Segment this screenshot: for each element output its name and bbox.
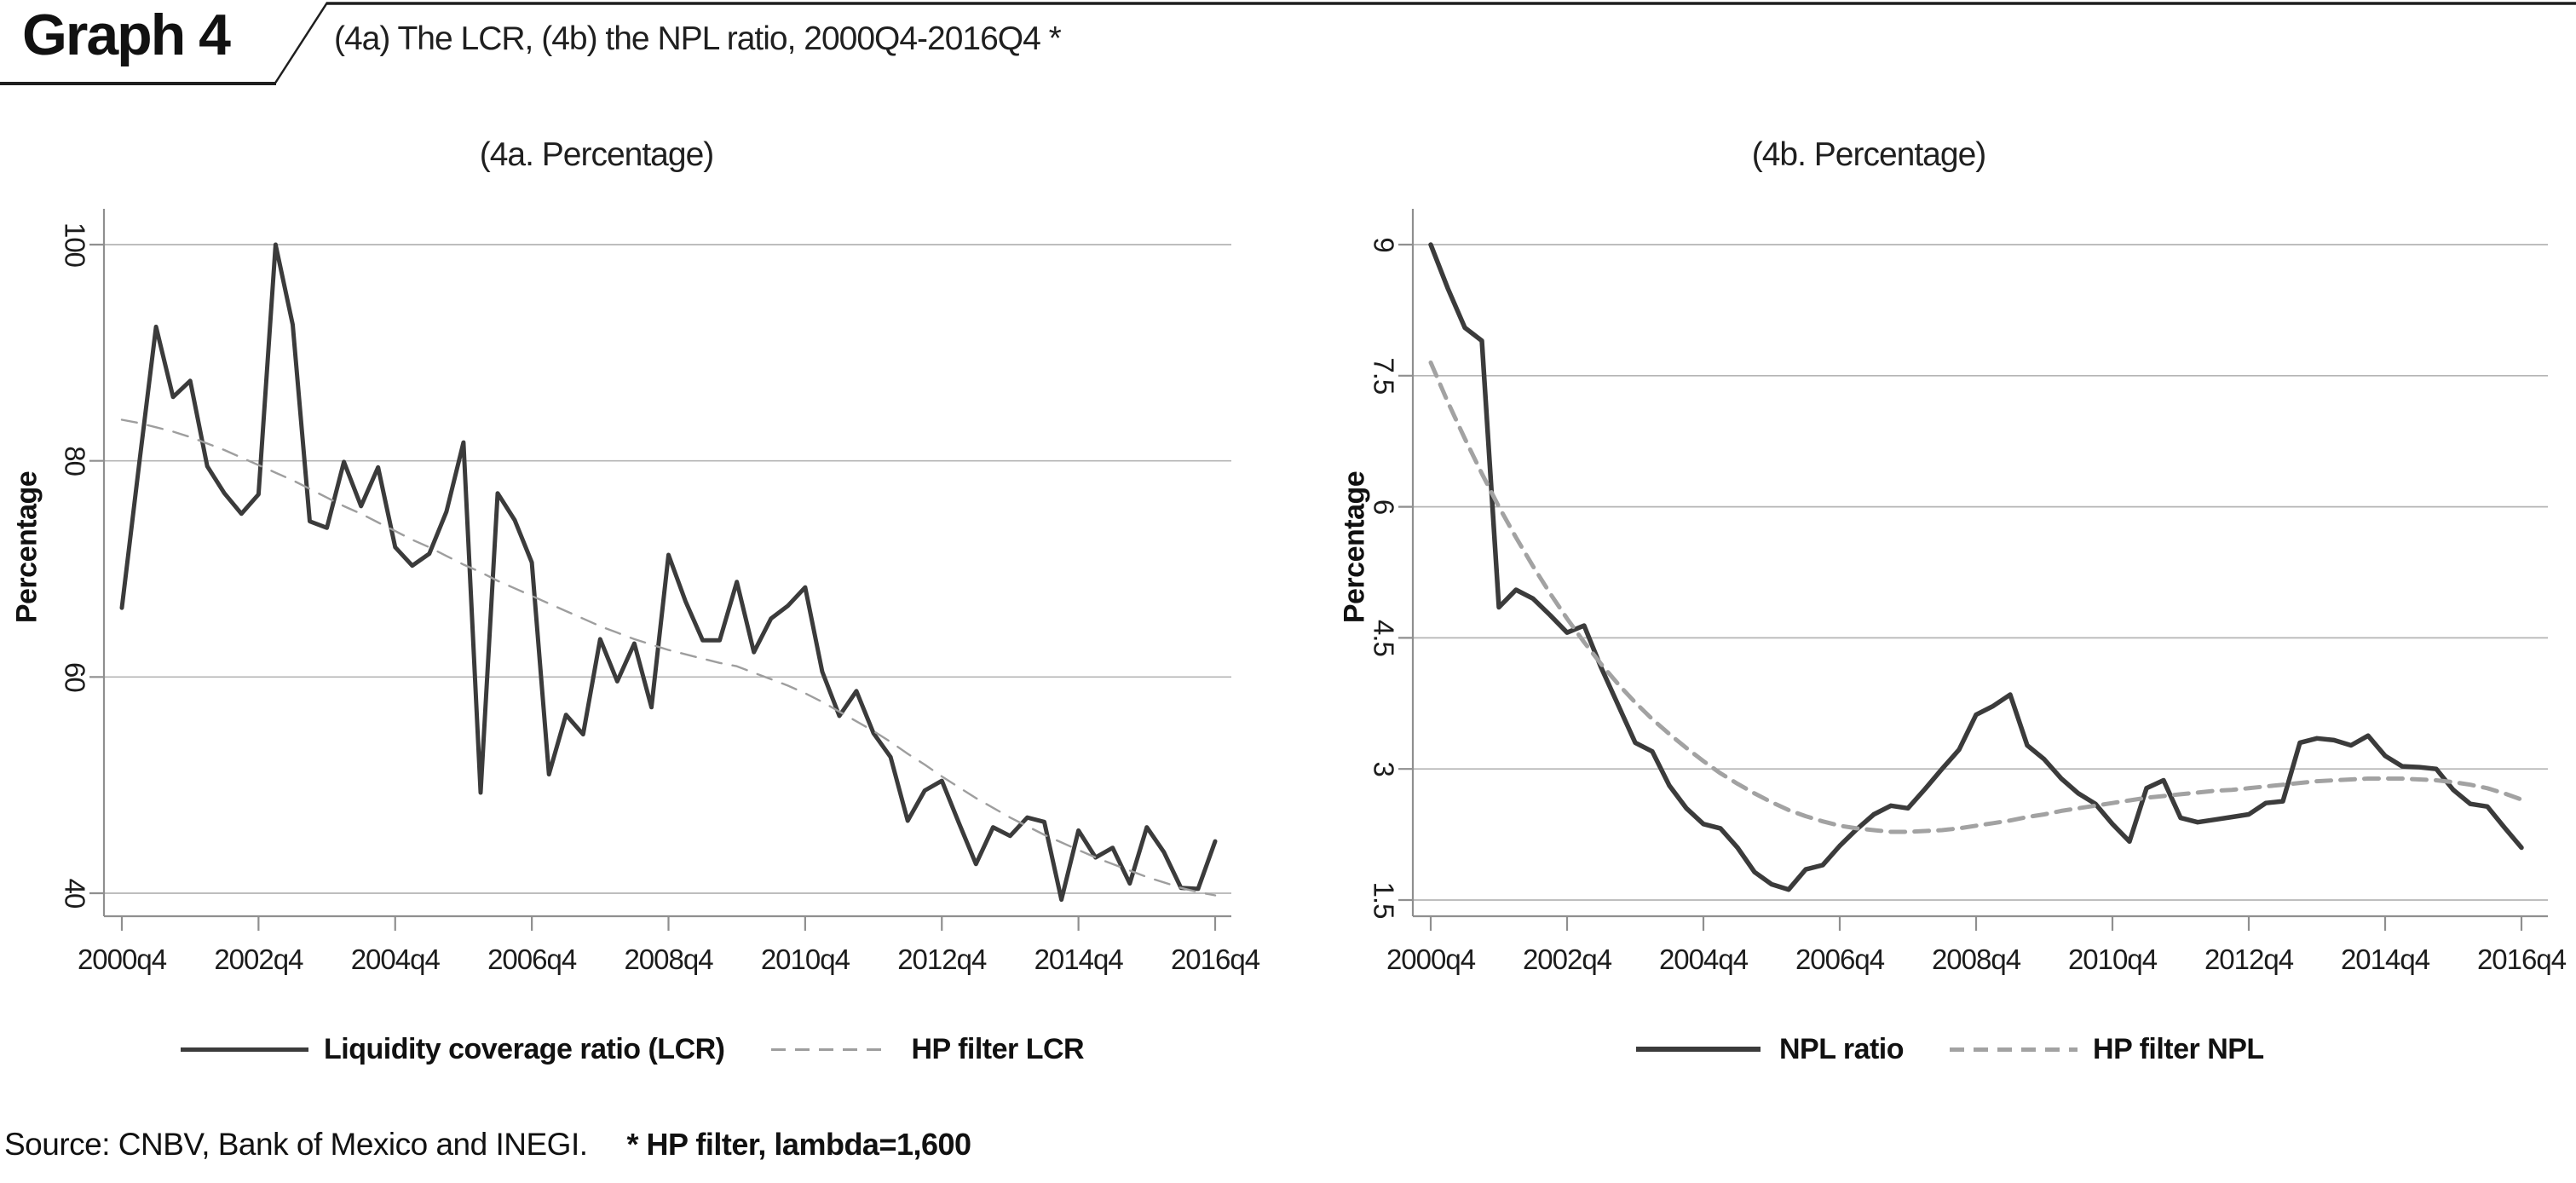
- svg-text:2006q4: 2006q4: [1795, 944, 1885, 975]
- svg-text:2002q4: 2002q4: [1523, 944, 1612, 975]
- graph-number-label: Graph 4: [22, 3, 231, 67]
- svg-text:2008q4: 2008q4: [624, 944, 713, 975]
- footer: Source: CNBV, Bank of Mexico and INEGI. *…: [4, 1127, 971, 1163]
- svg-text:2000q4: 2000q4: [1386, 944, 1476, 975]
- svg-text:2016q4: 2016q4: [1171, 944, 1260, 975]
- svg-text:100: 100: [60, 222, 91, 268]
- legend-label-hp-lcr: HP filter LCR: [911, 1032, 1085, 1065]
- svg-text:2014q4: 2014q4: [1034, 944, 1124, 975]
- svg-text:2010q4: 2010q4: [761, 944, 850, 975]
- svg-text:2004q4: 2004q4: [1659, 944, 1749, 975]
- source-note: Source: CNBV, Bank of Mexico and INEGI.: [4, 1127, 588, 1162]
- svg-text:1.5: 1.5: [1369, 882, 1400, 919]
- svg-text:4.5: 4.5: [1369, 620, 1400, 656]
- panel-title-4b: (4b. Percentage): [1751, 136, 1987, 173]
- svg-text:2012q4: 2012q4: [897, 944, 987, 975]
- svg-text:2012q4: 2012q4: [2204, 944, 2294, 975]
- svg-text:80: 80: [60, 446, 91, 476]
- header-banner-rules: [0, 2, 2576, 85]
- legend-4b: NPL ratio HP filter NPL: [1636, 1028, 2264, 1070]
- svg-text:2016q4: 2016q4: [2477, 944, 2567, 975]
- svg-text:6: 6: [1369, 499, 1400, 514]
- lcr-line-swatch: [181, 1047, 308, 1052]
- svg-text:9: 9: [1369, 237, 1400, 251]
- svg-text:2000q4: 2000q4: [78, 944, 167, 975]
- svg-text:40: 40: [60, 879, 91, 909]
- hp-lcr-dash-swatch: [770, 1047, 890, 1051]
- panel-title-4a: (4a. Percentage): [479, 136, 715, 173]
- banner-slash: [273, 2, 329, 85]
- svg-text:7.5: 7.5: [1369, 357, 1400, 394]
- lcr-chart-canvas: 40 60 80 100 2000q4 2002q4 2004q4 2006q4 2008q4 2…: [60, 209, 1261, 975]
- legend-4a: Liquidity coverage ratio (LCR) HP filter…: [181, 1028, 1085, 1070]
- legend-label-hp-npl: HP filter NPL: [2093, 1032, 2264, 1065]
- hp-npl-dash-swatch: [1950, 1047, 2078, 1052]
- graph-title: (4a) The LCR, (4b) the NPL ratio, 2000Q4…: [334, 20, 1062, 57]
- npl-line-swatch: [1636, 1047, 1761, 1052]
- svg-text:2006q4: 2006q4: [487, 944, 577, 975]
- legend-label-npl: NPL ratio: [1779, 1032, 1905, 1065]
- npl-chart-canvas: 1.5 3 4.5 6 7.5 9 2000q4 2002q4 2004q4 2006q4 2008…: [1369, 209, 2567, 975]
- legend-label-lcr: Liquidity coverage ratio (LCR): [324, 1032, 725, 1065]
- svg-text:60: 60: [60, 662, 91, 692]
- svg-text:2014q4: 2014q4: [2341, 944, 2430, 975]
- hp-filter-note: * HP filter, lambda=1,600: [626, 1127, 972, 1162]
- svg-text:2008q4: 2008q4: [1932, 944, 2021, 975]
- svg-text:3: 3: [1369, 762, 1400, 776]
- svg-text:2002q4: 2002q4: [214, 944, 303, 975]
- svg-text:2004q4: 2004q4: [351, 944, 441, 975]
- svg-text:2010q4: 2010q4: [2068, 944, 2158, 975]
